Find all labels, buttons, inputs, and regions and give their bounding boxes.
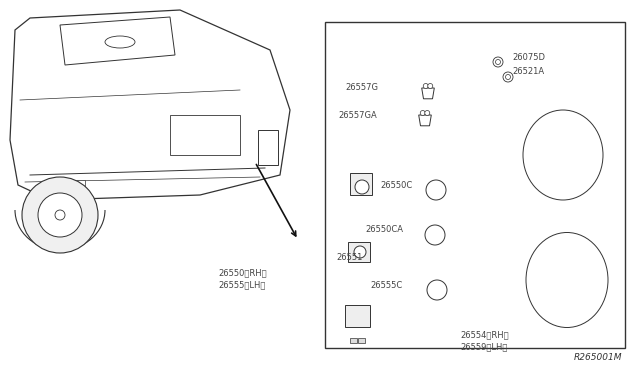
Circle shape xyxy=(503,72,513,82)
Circle shape xyxy=(354,246,366,258)
Bar xyxy=(350,173,372,195)
Ellipse shape xyxy=(523,110,603,200)
Text: 26555C: 26555C xyxy=(370,280,403,289)
Polygon shape xyxy=(422,88,435,99)
Polygon shape xyxy=(60,17,175,65)
Circle shape xyxy=(423,83,428,89)
Bar xyxy=(348,242,370,262)
Polygon shape xyxy=(10,10,290,200)
Bar xyxy=(358,338,365,343)
Text: 26557GA: 26557GA xyxy=(338,110,377,119)
Circle shape xyxy=(495,60,500,64)
Ellipse shape xyxy=(526,232,608,327)
Circle shape xyxy=(428,83,433,89)
Text: 26550C: 26550C xyxy=(380,180,412,189)
Circle shape xyxy=(426,180,446,200)
Circle shape xyxy=(425,225,445,245)
Text: 26075D: 26075D xyxy=(512,54,545,62)
Text: 26557G: 26557G xyxy=(345,83,378,93)
Text: 26521A: 26521A xyxy=(512,67,544,77)
Bar xyxy=(55,180,85,187)
Bar xyxy=(350,338,357,343)
Polygon shape xyxy=(419,115,431,126)
Text: 26550〈RH〉: 26550〈RH〉 xyxy=(218,268,267,277)
Circle shape xyxy=(22,177,98,253)
Bar xyxy=(170,115,240,155)
Circle shape xyxy=(506,74,511,80)
Polygon shape xyxy=(458,38,622,345)
Text: 26550CA: 26550CA xyxy=(365,225,403,234)
Circle shape xyxy=(38,193,82,237)
Bar xyxy=(325,22,625,348)
Bar xyxy=(258,130,278,165)
Circle shape xyxy=(355,180,369,194)
Circle shape xyxy=(420,110,425,115)
Text: R265001M: R265001M xyxy=(573,353,622,362)
Ellipse shape xyxy=(105,36,135,48)
Text: 26555〈LH〉: 26555〈LH〉 xyxy=(218,280,266,289)
Text: 26559〈LH〉: 26559〈LH〉 xyxy=(460,342,508,351)
Circle shape xyxy=(425,110,429,115)
Circle shape xyxy=(427,280,447,300)
Circle shape xyxy=(493,57,503,67)
Bar xyxy=(345,305,370,327)
Circle shape xyxy=(55,210,65,220)
Text: 26551: 26551 xyxy=(336,253,362,262)
Text: 26554〈RH〉: 26554〈RH〉 xyxy=(460,330,509,339)
